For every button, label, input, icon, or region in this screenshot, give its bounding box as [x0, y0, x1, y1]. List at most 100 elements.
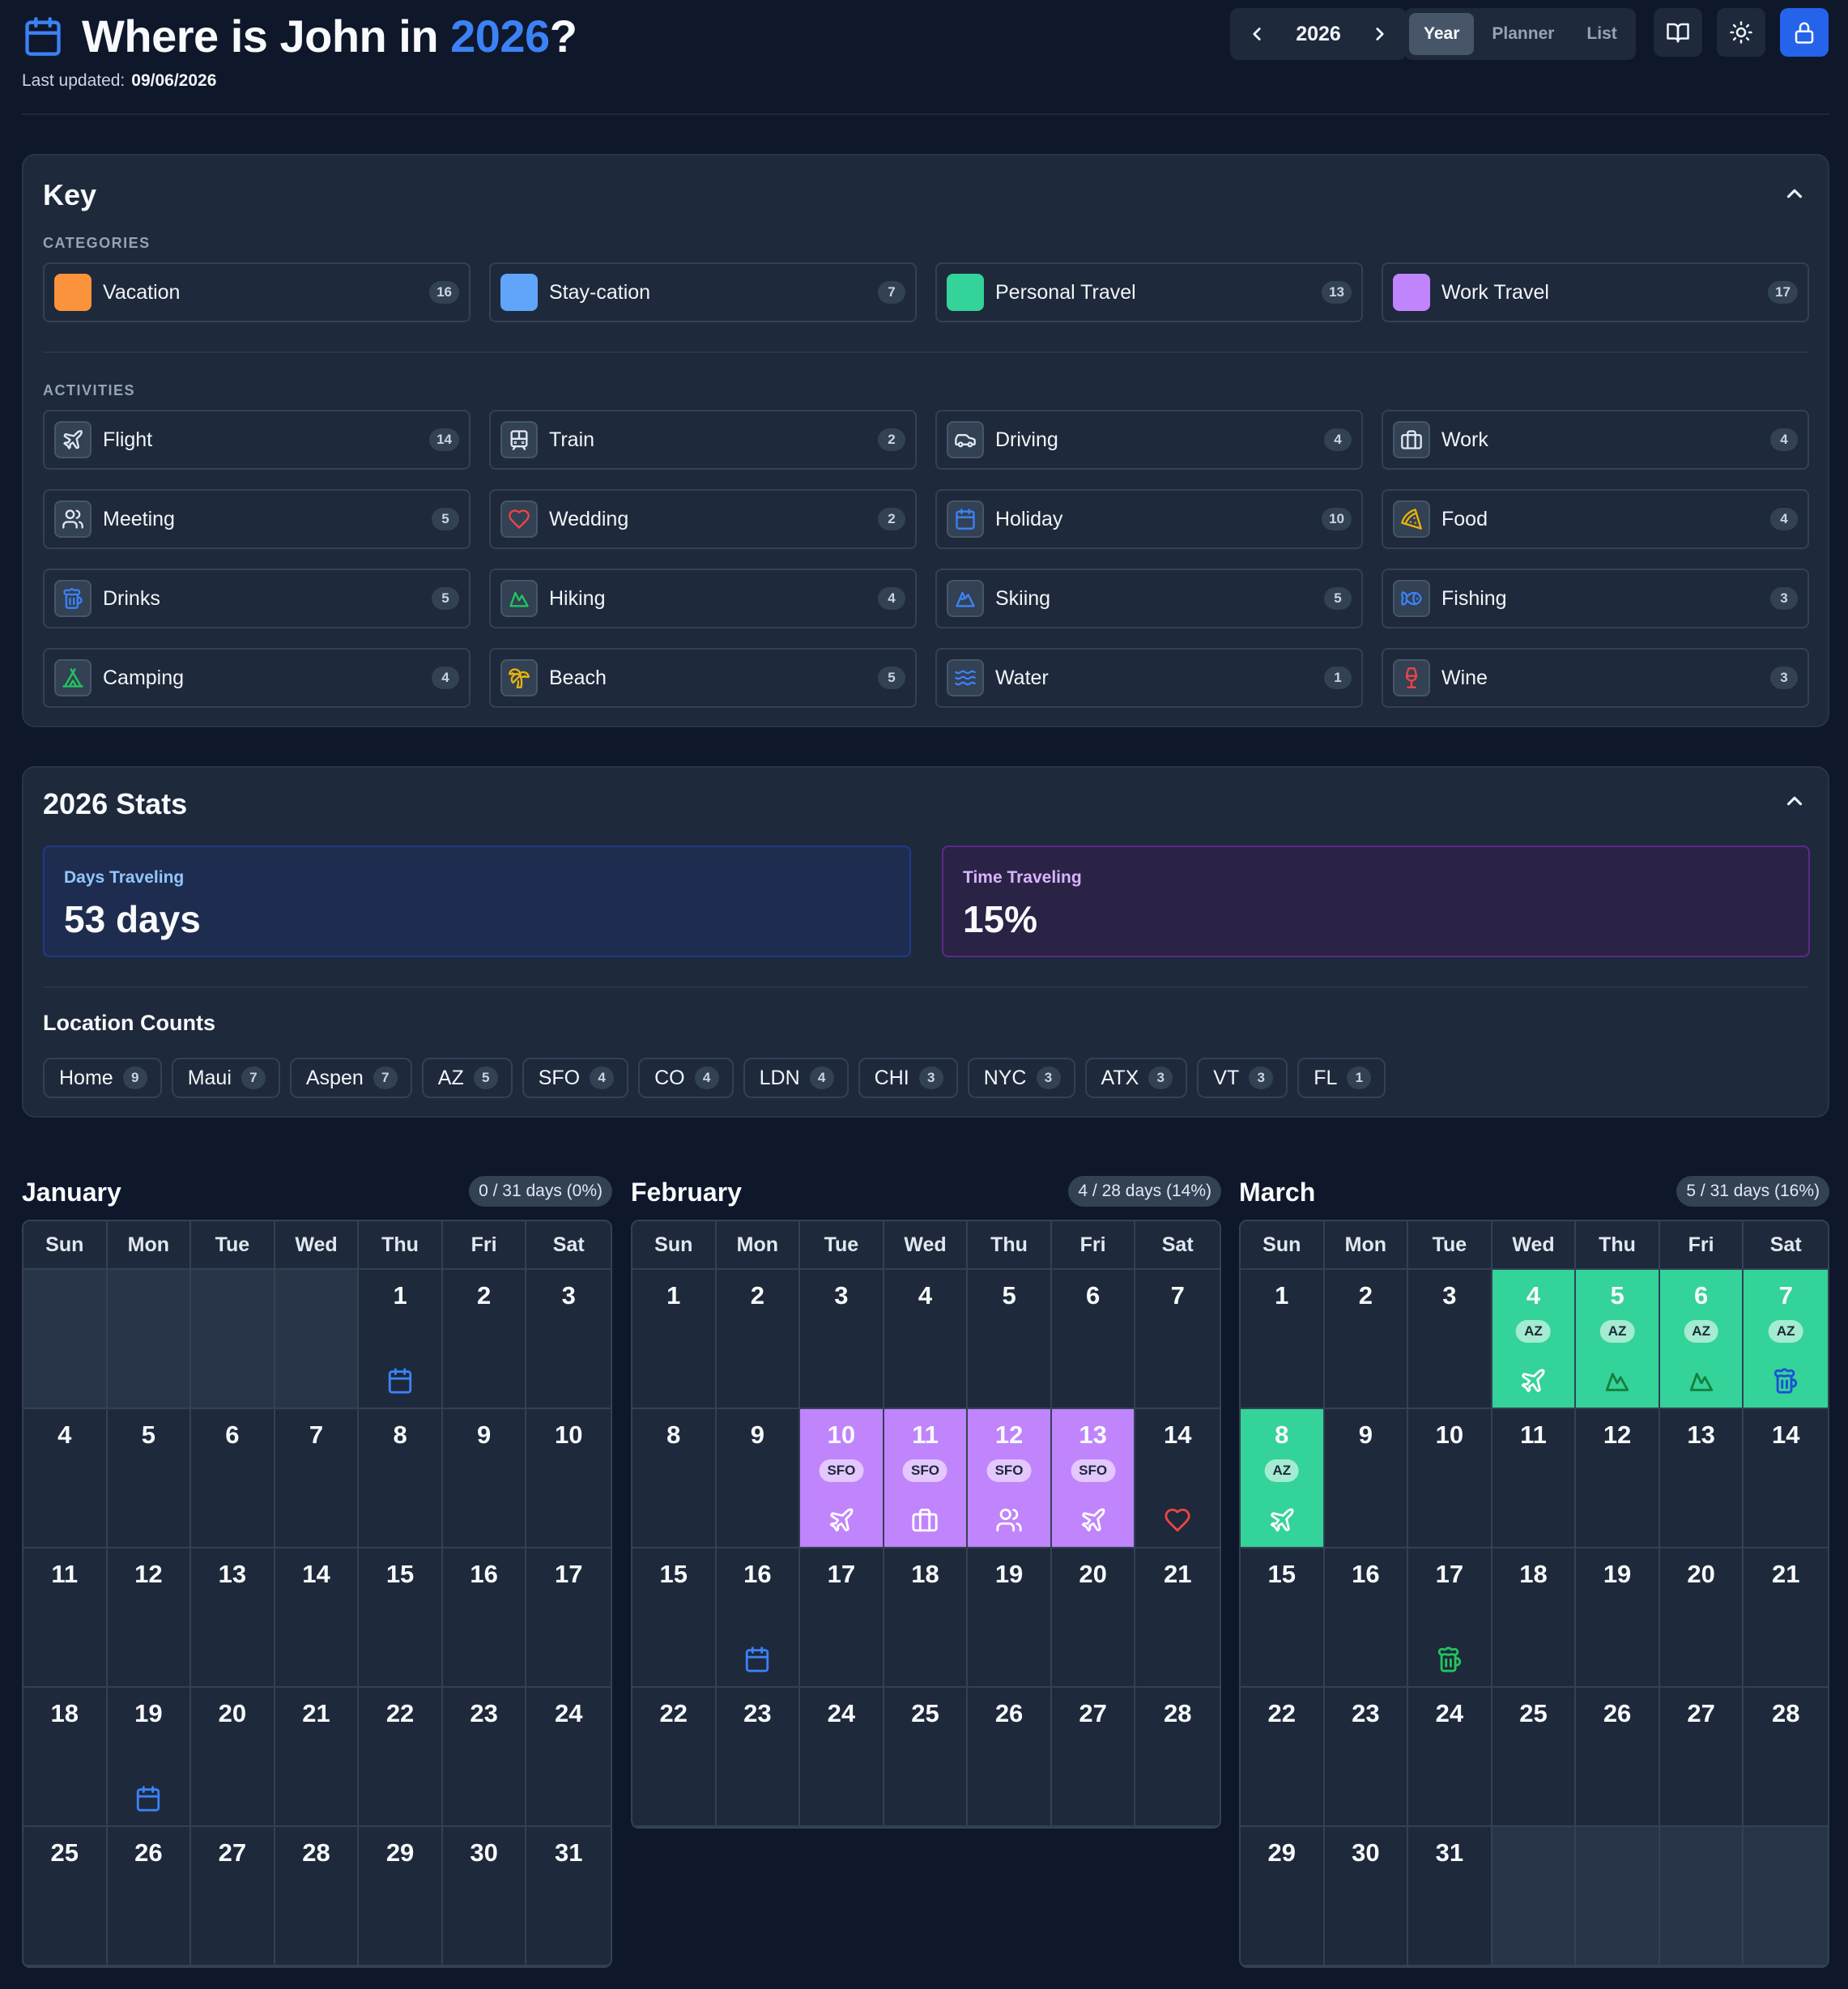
category-item[interactable]: Work Travel 17 [1382, 262, 1809, 322]
day-cell[interactable]: 15 [632, 1548, 717, 1688]
day-cell[interactable]: 8 [359, 1409, 443, 1548]
location-chip[interactable]: CO 4 [638, 1058, 734, 1098]
location-chip[interactable]: Maui 7 [171, 1058, 280, 1098]
day-cell[interactable]: 5 [107, 1409, 192, 1548]
day-cell[interactable]: 7 AZ [1744, 1270, 1828, 1409]
day-cell[interactable]: 28 [1744, 1688, 1828, 1827]
day-cell[interactable]: 14 [275, 1548, 360, 1688]
day-cell[interactable]: 2 [1324, 1270, 1409, 1409]
day-cell[interactable]: 25 [884, 1688, 969, 1827]
day-cell[interactable]: 19 [968, 1548, 1052, 1688]
activity-item[interactable]: Holiday 10 [935, 489, 1363, 549]
day-cell[interactable]: 12 [1576, 1409, 1660, 1548]
activity-item[interactable]: Wedding 2 [489, 489, 917, 549]
view-year-button[interactable]: Year [1409, 13, 1475, 55]
day-cell[interactable]: 15 [359, 1548, 443, 1688]
day-cell[interactable]: 17 [1408, 1548, 1492, 1688]
day-cell[interactable]: 20 [1051, 1548, 1136, 1688]
day-cell[interactable]: 17 [800, 1548, 884, 1688]
location-chip[interactable]: LDN 4 [743, 1058, 849, 1098]
day-cell[interactable]: 26 [968, 1688, 1052, 1827]
activity-item[interactable]: Food 4 [1382, 489, 1809, 549]
day-cell[interactable]: 14 [1135, 1409, 1220, 1548]
day-cell[interactable]: 10 [526, 1409, 611, 1548]
day-cell[interactable]: 24 [1408, 1688, 1492, 1827]
chevron-right-icon[interactable] [1369, 23, 1390, 45]
day-cell[interactable]: 9 [1324, 1409, 1409, 1548]
day-cell[interactable]: 16 [716, 1548, 801, 1688]
location-chip[interactable]: ATX 3 [1084, 1058, 1188, 1098]
day-cell[interactable]: 4 AZ [1492, 1270, 1577, 1409]
day-cell[interactable]: 20 [1659, 1548, 1744, 1688]
day-cell[interactable]: 30 [1324, 1827, 1409, 1966]
day-cell[interactable]: 1 [1241, 1270, 1325, 1409]
location-chip[interactable]: FL 1 [1297, 1058, 1386, 1098]
day-cell[interactable]: 28 [275, 1827, 360, 1966]
day-cell[interactable]: 9 [716, 1409, 801, 1548]
day-cell[interactable]: 19 [1576, 1548, 1660, 1688]
day-cell[interactable]: 7 [275, 1409, 360, 1548]
chevron-left-icon[interactable] [1246, 23, 1267, 45]
day-cell[interactable]: 14 [1744, 1409, 1828, 1548]
day-cell[interactable]: 25 [23, 1827, 108, 1966]
chevron-up-icon[interactable] [1782, 789, 1807, 813]
day-cell[interactable]: 29 [1241, 1827, 1325, 1966]
location-chip[interactable]: Aspen 7 [289, 1058, 412, 1098]
activity-item[interactable]: Skiing 5 [935, 569, 1363, 628]
day-cell[interactable]: 11 SFO [884, 1409, 969, 1548]
day-cell[interactable]: 17 [526, 1548, 611, 1688]
day-cell[interactable]: 11 [23, 1548, 108, 1688]
activity-item[interactable]: Wine 3 [1382, 648, 1809, 708]
day-cell[interactable]: 8 [632, 1409, 717, 1548]
activity-item[interactable]: Drinks 5 [43, 569, 471, 628]
chevron-up-icon[interactable] [1782, 181, 1807, 206]
day-cell[interactable]: 22 [1241, 1688, 1325, 1827]
day-cell[interactable]: 25 [1492, 1688, 1577, 1827]
location-chip[interactable]: AZ 5 [421, 1058, 513, 1098]
activity-item[interactable]: Fishing 3 [1382, 569, 1809, 628]
day-cell[interactable]: 21 [1744, 1548, 1828, 1688]
location-chip[interactable]: VT 3 [1197, 1058, 1288, 1098]
day-cell[interactable]: 29 [359, 1827, 443, 1966]
day-cell[interactable]: 2 [442, 1270, 527, 1409]
day-cell[interactable]: 3 [1408, 1270, 1492, 1409]
day-cell[interactable]: 1 [632, 1270, 717, 1409]
location-chip[interactable]: SFO 4 [522, 1058, 629, 1098]
day-cell[interactable]: 22 [632, 1688, 717, 1827]
day-cell[interactable]: 4 [884, 1270, 969, 1409]
day-cell[interactable]: 3 [526, 1270, 611, 1409]
activity-item[interactable]: Camping 4 [43, 648, 471, 708]
day-cell[interactable]: 1 [359, 1270, 443, 1409]
activity-item[interactable]: Meeting 5 [43, 489, 471, 549]
day-cell[interactable]: 16 [442, 1548, 527, 1688]
activity-item[interactable]: Driving 4 [935, 410, 1363, 470]
day-cell[interactable]: 31 [526, 1827, 611, 1966]
day-cell[interactable]: 26 [107, 1827, 192, 1966]
day-cell[interactable]: 6 [1051, 1270, 1136, 1409]
day-cell[interactable]: 23 [442, 1688, 527, 1827]
day-cell[interactable]: 28 [1135, 1688, 1220, 1827]
category-item[interactable]: Personal Travel 13 [935, 262, 1363, 322]
day-cell[interactable]: 24 [526, 1688, 611, 1827]
day-cell[interactable]: 10 [1408, 1409, 1492, 1548]
day-cell[interactable]: 10 SFO [800, 1409, 884, 1548]
category-item[interactable]: Stay-cation 7 [489, 262, 917, 322]
day-cell[interactable]: 7 [1135, 1270, 1220, 1409]
day-cell[interactable]: 4 [23, 1409, 108, 1548]
day-cell[interactable]: 16 [1324, 1548, 1409, 1688]
day-cell[interactable]: 18 [1492, 1548, 1577, 1688]
day-cell[interactable]: 21 [1135, 1548, 1220, 1688]
day-cell[interactable]: 27 [1659, 1688, 1744, 1827]
location-chip[interactable]: NYC 3 [967, 1058, 1075, 1098]
day-cell[interactable]: 3 [800, 1270, 884, 1409]
category-item[interactable]: Vacation 16 [43, 262, 471, 322]
day-cell[interactable]: 23 [716, 1688, 801, 1827]
day-cell[interactable]: 8 AZ [1241, 1409, 1325, 1548]
day-cell[interactable]: 18 [23, 1688, 108, 1827]
book-button[interactable] [1654, 8, 1702, 57]
day-cell[interactable]: 20 [191, 1688, 275, 1827]
day-cell[interactable]: 11 [1492, 1409, 1577, 1548]
activity-item[interactable]: Train 2 [489, 410, 917, 470]
day-cell[interactable]: 18 [884, 1548, 969, 1688]
day-cell[interactable]: 27 [1051, 1688, 1136, 1827]
